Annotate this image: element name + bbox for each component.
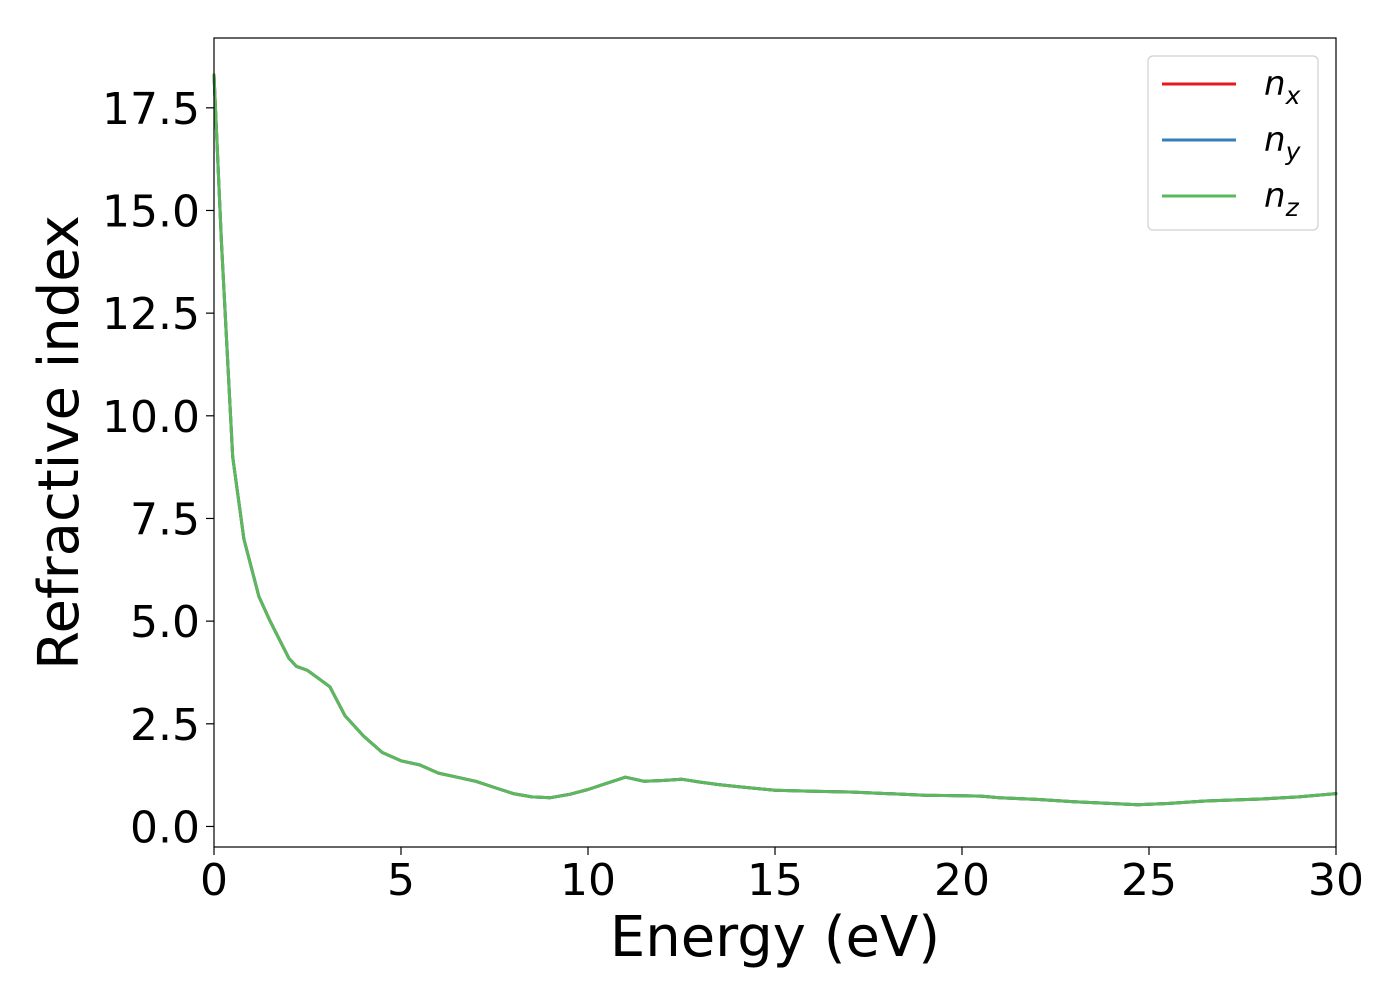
plot-series — [212, 73, 1338, 807]
y-tick-label: 0.0 — [130, 802, 200, 853]
y-tick-label: 2.5 — [130, 700, 200, 751]
y-tick-label: 10.0 — [102, 392, 200, 443]
legend: nx ny nz — [1147, 55, 1319, 231]
y-tick-label: 17.5 — [102, 84, 200, 135]
y-axis-ticks: 0.0 2.5 5.0 7.5 10.0 12.5 15.0 17.5 — [102, 84, 214, 853]
x-tick-label: 25 — [1121, 855, 1177, 906]
x-axis-ticks: 0 5 10 15 20 25 30 — [200, 847, 1364, 906]
legend-label-z: nz — [1264, 176, 1300, 222]
x-tick-label: 5 — [387, 855, 415, 906]
legend-label-y: ny — [1264, 120, 1302, 166]
x-tick-label: 30 — [1308, 855, 1364, 906]
legend-box — [1147, 55, 1319, 231]
series-line-z — [212, 73, 1338, 807]
x-axis-label: Energy (eV) — [610, 905, 940, 970]
y-tick-label: 7.5 — [130, 494, 200, 545]
x-tick-label: 20 — [934, 855, 990, 906]
x-tick-label: 10 — [560, 855, 616, 906]
y-tick-label: 5.0 — [130, 597, 200, 648]
y-tick-label: 12.5 — [102, 289, 200, 340]
y-axis-label: Refractive index — [27, 215, 92, 670]
y-tick-label: 15.0 — [102, 186, 200, 237]
x-tick-label: 15 — [747, 855, 803, 906]
legend-label-x: nx — [1264, 64, 1301, 110]
x-tick-label: 0 — [200, 855, 228, 906]
